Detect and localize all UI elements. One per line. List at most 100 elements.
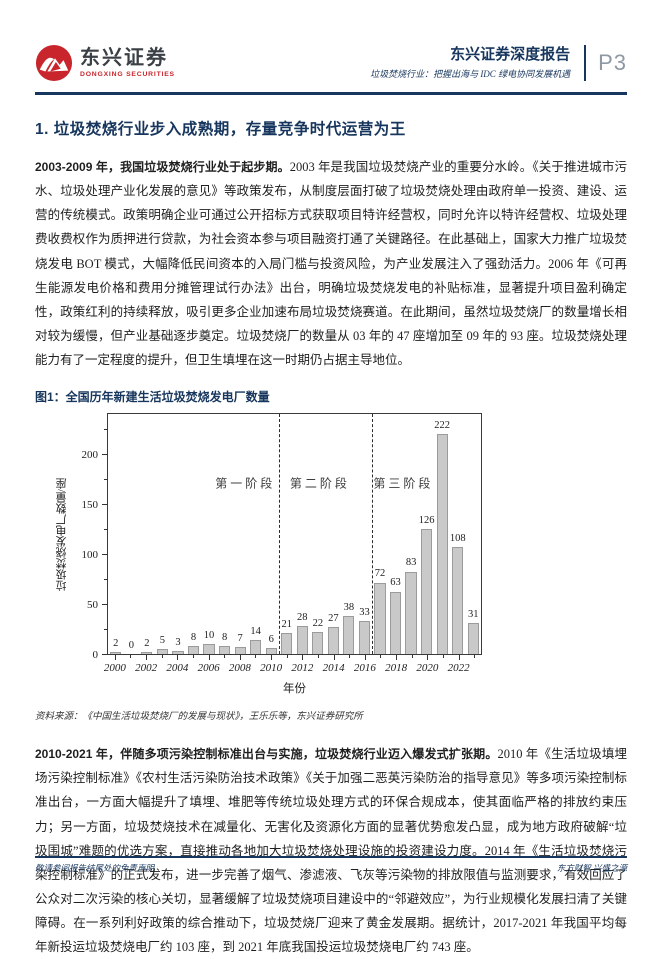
dongxing-logo-icon xyxy=(35,44,73,82)
x-minor-tick xyxy=(224,655,226,659)
x-axis-ticks xyxy=(107,655,482,661)
y-minor-tick xyxy=(104,479,107,481)
header: 东兴证券 DONGXING SECURITIES 东兴证券深度报告 垃圾焚烧行业… xyxy=(35,44,627,82)
bar-value-label: 38 xyxy=(343,601,355,613)
x-tick-label: 2018 xyxy=(385,662,408,675)
footer-disclaimer: 敬请参阅报告结尾处的免责声明 xyxy=(35,863,155,873)
phase-label: 第一阶段 xyxy=(215,476,276,491)
bar-2005 xyxy=(187,646,200,655)
y-tick xyxy=(102,554,107,556)
x-tick xyxy=(208,655,210,661)
report-subtitle: 垃圾焚烧行业：把握出海与 IDC 绿电协同发展机遇 xyxy=(370,69,571,80)
bar-value-label: 31 xyxy=(467,608,479,620)
x-axis-title: 年份 xyxy=(283,683,306,696)
footer-rule xyxy=(35,856,627,858)
bar-2015 xyxy=(343,616,355,655)
phase-divider xyxy=(372,414,374,655)
x-axis-labels: 2000 2002 2004 2006 2008 2010 2012 2014 2016 2018… xyxy=(104,661,482,676)
bar-2013 xyxy=(312,632,324,655)
bar-value-label: 10 xyxy=(203,629,215,641)
x-tick-label: 2002 xyxy=(135,662,158,675)
x-tick-label: 2006 xyxy=(197,662,220,675)
company-logo: 东兴证券 DONGXING SECURITIES xyxy=(35,44,175,82)
logo-cn-text: 东兴证券 xyxy=(80,47,168,69)
bar-value-label: 8 xyxy=(190,631,197,643)
y-axis: 0 50 100 150 200 xyxy=(71,413,107,661)
y-tick xyxy=(102,454,107,456)
header-rule xyxy=(35,92,627,95)
y-minor-tick xyxy=(104,529,107,531)
bar-value-label: 28 xyxy=(297,611,308,623)
y-tick-label: 150 xyxy=(81,499,99,512)
bar-value-label: 126 xyxy=(418,514,435,526)
phase-divider xyxy=(278,414,280,655)
paragraph-2-lead: 2010-2021 年，伴随多项污染控制标准出台与实施，垃圾焚烧行业迈入爆发式扩… xyxy=(35,747,498,762)
y-minor-tick xyxy=(104,629,107,631)
x-tick xyxy=(271,655,273,661)
paragraph-1: 2003-2009 年，我国垃圾焚烧行业处于起步期。2003 年是我国垃圾焚烧产… xyxy=(35,155,627,372)
bar-2019 xyxy=(405,571,417,655)
bar-2012 xyxy=(296,626,308,655)
bar-value-label: 72 xyxy=(374,568,386,580)
y-axis-label: 垃圾焚烧发电厂数量/座 xyxy=(56,477,68,591)
x-tick xyxy=(302,655,304,661)
logo-text: 东兴证券 DONGXING SECURITIES xyxy=(80,48,175,78)
bar-value-label: 27 xyxy=(328,612,339,624)
bar-2007 xyxy=(218,646,231,655)
bar-value-label: 21 xyxy=(281,618,292,630)
x-minor-tick xyxy=(161,655,163,659)
bar-2006 xyxy=(203,644,215,655)
bar-2008 xyxy=(234,647,246,655)
bar-2003 xyxy=(156,649,168,655)
bar-value-label: 3 xyxy=(175,636,181,648)
x-tick xyxy=(239,655,241,661)
bar-value-label: 22 xyxy=(312,617,324,629)
paragraph-1-lead: 2003-2009 年，我国垃圾焚烧行业处于起步期。 xyxy=(35,160,290,174)
y-tick-label: 100 xyxy=(81,549,99,562)
x-tick xyxy=(177,655,179,661)
bar-2004 xyxy=(172,651,184,655)
bar-2022 xyxy=(452,547,464,655)
bar-value-label: 7 xyxy=(237,632,243,644)
x-tick-label: 2014 xyxy=(322,662,345,675)
bar-value-label: 2 xyxy=(113,637,119,649)
y-tick-label: 50 xyxy=(87,599,98,612)
x-tick xyxy=(364,655,366,661)
bar-value-label: 108 xyxy=(449,532,466,544)
bar-value-label: 14 xyxy=(250,625,261,637)
page-number: P3 xyxy=(598,50,627,75)
x-tick xyxy=(458,655,460,661)
bar-2023 xyxy=(467,623,479,655)
x-tick xyxy=(427,655,429,661)
bar-value-label: 83 xyxy=(405,557,417,569)
logo-en-text: DONGXING SECURITIES xyxy=(80,71,175,78)
x-tick-label: 2012 xyxy=(291,662,314,675)
phase-label: 第三阶段 xyxy=(373,476,434,491)
figure-source: 资料来源：《中国生活垃圾焚烧厂的发展与现状》，王乐乐等，东兴证券研究所 xyxy=(35,712,363,723)
report-type-title: 东兴证券深度报告 xyxy=(450,45,571,63)
bar-value-label: 222 xyxy=(434,419,451,431)
y-tick xyxy=(102,654,107,656)
y-tick xyxy=(102,504,107,506)
y-tick-label: 0 xyxy=(92,649,99,662)
bar-2000 xyxy=(110,652,122,655)
bar-value-label: 63 xyxy=(390,577,401,589)
x-tick-label: 2016 xyxy=(353,662,376,675)
x-tick-label: 2020 xyxy=(416,662,439,675)
bar-value-label: 0 xyxy=(128,639,134,651)
header-right: 东兴证券深度报告 垃圾焚烧行业：把握出海与 IDC 绿电协同发展机遇 P3 xyxy=(370,45,627,81)
bar-2018 xyxy=(389,591,402,655)
phase-label: 第二阶段 xyxy=(289,476,350,491)
bar-value-label: 2 xyxy=(144,637,150,649)
bar-2009 xyxy=(250,640,262,655)
x-minor-tick xyxy=(192,655,194,659)
section-title: 1. 垃圾焚烧行业步入成熟期，存量竞争时代运营为王 xyxy=(35,121,406,138)
x-tick-label: 2010 xyxy=(260,662,283,675)
paragraph-2: 2010-2021 年，伴随多项污染控制标准出台与实施，垃圾焚烧行业迈入爆发式扩… xyxy=(35,742,627,959)
x-minor-tick xyxy=(130,655,132,659)
bar-2002 xyxy=(141,652,153,655)
bar-2011 xyxy=(281,633,293,655)
x-tick xyxy=(333,655,335,661)
y-minor-tick xyxy=(104,579,107,581)
